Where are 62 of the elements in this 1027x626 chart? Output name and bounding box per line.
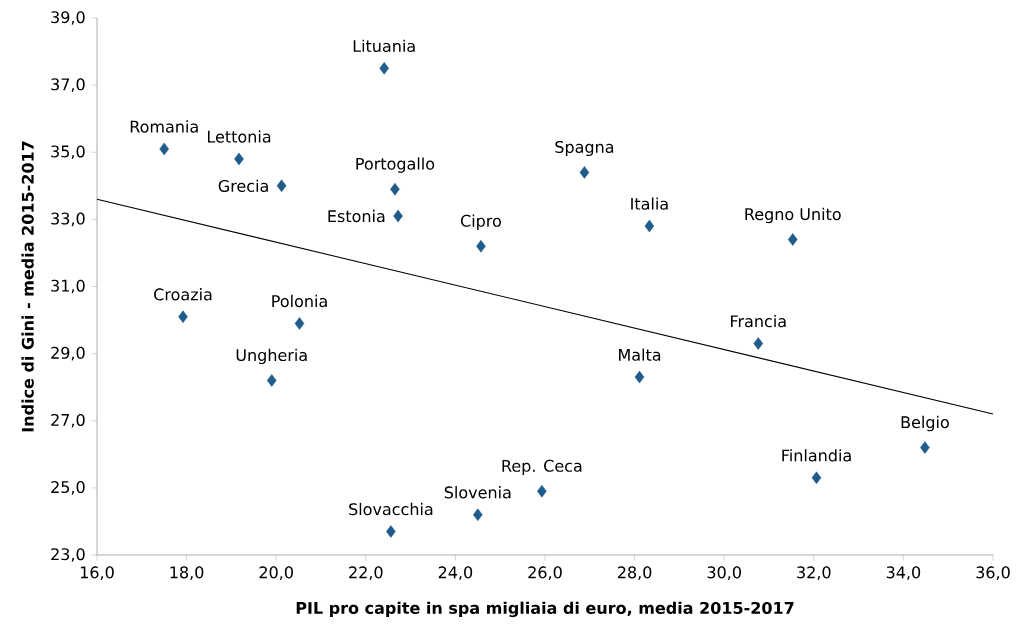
annotation: Slovacchia bbox=[349, 502, 433, 516]
annotation: Romania bbox=[130, 120, 198, 133]
point bbox=[276, 179, 287, 193]
annotation: Finlandia bbox=[782, 449, 851, 462]
annotation: Spagna bbox=[555, 140, 614, 157]
x-tick-label: 16,0 bbox=[80, 566, 114, 581]
annotation: Regno Unito bbox=[745, 207, 841, 224]
point bbox=[386, 525, 396, 538]
point bbox=[178, 310, 188, 323]
annotation: Slovenia bbox=[444, 486, 511, 499]
x-tick-label: 34,0 bbox=[886, 566, 921, 581]
point bbox=[811, 471, 822, 485]
x-tick-label: 36,0 bbox=[976, 566, 1010, 581]
annotation: Malta bbox=[619, 348, 661, 361]
point bbox=[476, 239, 486, 253]
y-tick-label: 37,0 bbox=[51, 78, 85, 92]
y-tick-label: 23,0 bbox=[51, 548, 85, 562]
annotation: Rep. Ceca bbox=[502, 459, 582, 475]
x-tick-label: 24,0 bbox=[438, 566, 473, 581]
annotation: Croazia bbox=[154, 288, 212, 301]
point bbox=[390, 182, 400, 196]
annotation: Grecia bbox=[218, 179, 268, 193]
annotation: Polonia bbox=[272, 294, 327, 308]
annotation: Francia bbox=[731, 314, 786, 328]
point bbox=[644, 219, 655, 233]
point bbox=[579, 166, 590, 179]
annotation: Belgio bbox=[901, 415, 949, 432]
annotation: Lituania bbox=[353, 39, 415, 53]
y-tick-label: 39,0 bbox=[51, 11, 85, 25]
annotation: Portogallo bbox=[356, 157, 435, 173]
y-tick-label: 27,0 bbox=[51, 413, 85, 428]
point bbox=[634, 370, 645, 384]
point bbox=[159, 142, 169, 156]
x-tick-label: 20,0 bbox=[259, 566, 293, 581]
point bbox=[473, 508, 483, 521]
annotation: Italia bbox=[631, 197, 668, 210]
point bbox=[294, 317, 305, 330]
y-tick-label: 29,0 bbox=[51, 346, 85, 361]
x-tick-label: 30,0 bbox=[707, 566, 741, 581]
x-tick-label: 28,0 bbox=[617, 566, 652, 581]
x-tick-label: 26,0 bbox=[528, 566, 562, 581]
x-tick-label: 18,0 bbox=[170, 566, 204, 581]
point bbox=[379, 62, 389, 75]
point bbox=[787, 233, 798, 246]
x-tick-label: 22,0 bbox=[349, 566, 383, 581]
point bbox=[753, 337, 764, 350]
annotation: Lettonia bbox=[207, 130, 271, 143]
annotation: Ungheria bbox=[236, 348, 307, 365]
y-tick-label: 35,0 bbox=[51, 145, 85, 160]
y-axis-title: Indice di Gini - media 2015-2017 bbox=[21, 141, 34, 432]
point bbox=[234, 152, 244, 166]
x-axis-title: PIL pro capite in spa migliaia di euro, media 2015-2017 bbox=[296, 601, 794, 618]
point bbox=[266, 374, 277, 387]
annotation: Estonia bbox=[328, 209, 385, 223]
x-tick-label: 32,0 bbox=[797, 566, 831, 581]
y-tick-label: 33,0 bbox=[51, 212, 85, 227]
annotation: Cipro bbox=[460, 214, 501, 230]
point bbox=[393, 209, 403, 223]
point bbox=[920, 441, 930, 454]
y-tick-label: 31,0 bbox=[51, 279, 85, 294]
y-tick-label: 25,0 bbox=[51, 481, 85, 495]
point bbox=[537, 484, 547, 498]
